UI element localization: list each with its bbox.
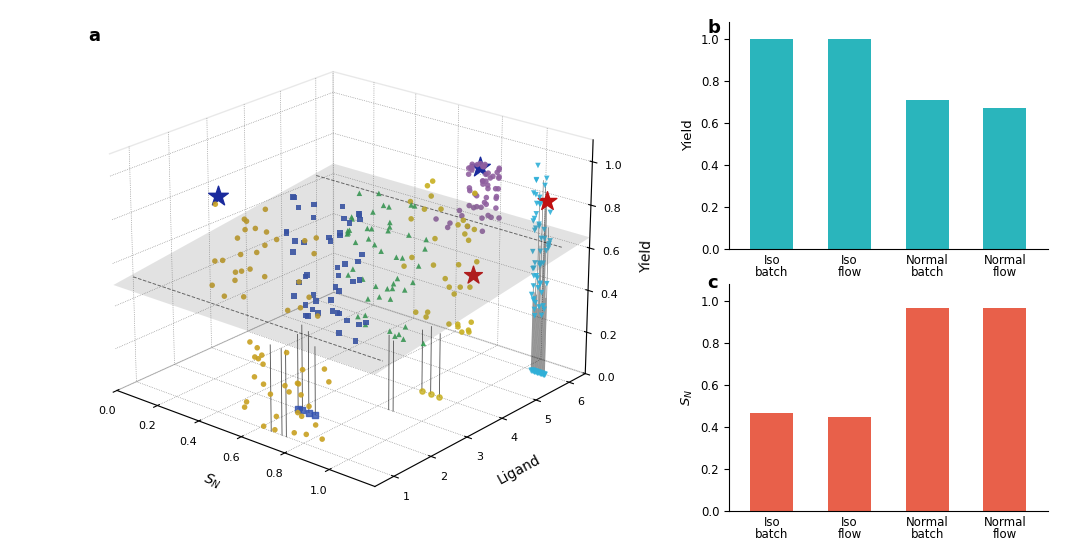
X-axis label: $S_N$: $S_N$ [201, 470, 224, 492]
Y-axis label: Ligand: Ligand [495, 452, 543, 487]
Bar [828, 39, 870, 249]
Y-axis label: Yield: Yield [683, 119, 696, 152]
Bar [906, 100, 948, 249]
Y-axis label: $S_N$: $S_N$ [680, 389, 696, 406]
Text: c: c [707, 274, 718, 292]
Text: b: b [707, 19, 720, 37]
Text: a: a [89, 27, 100, 45]
Bar [828, 417, 870, 511]
Bar [751, 39, 793, 249]
Bar [751, 412, 793, 511]
Bar [984, 108, 1026, 249]
Bar [906, 307, 948, 511]
Bar [984, 307, 1026, 511]
